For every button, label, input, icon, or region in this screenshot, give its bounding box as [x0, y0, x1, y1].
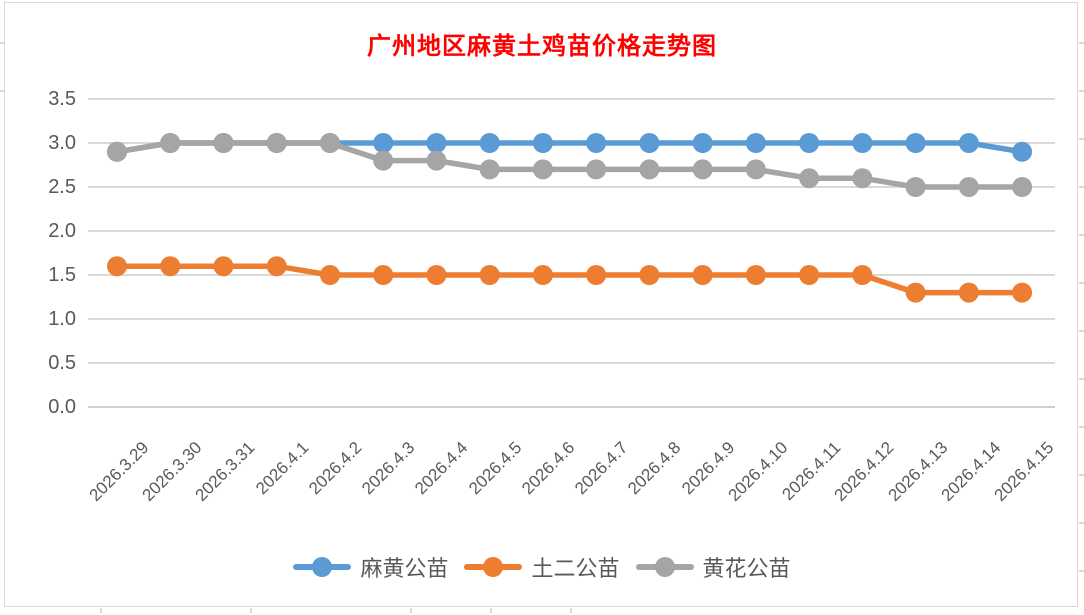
- y-axis-label: 1.5: [48, 264, 76, 286]
- data-point: [426, 265, 447, 285]
- data-point: [639, 133, 660, 153]
- sheet-cell-tick: [1079, 282, 1084, 284]
- sheet-cell-tick: [250, 608, 252, 613]
- data-point: [852, 168, 873, 189]
- data-point: [958, 133, 979, 153]
- data-point: [213, 133, 234, 153]
- data-point: [266, 133, 287, 153]
- sheet-cell-tick: [1079, 234, 1084, 236]
- data-point: [799, 265, 820, 285]
- data-point: [319, 265, 340, 285]
- sheet-cell-tick: [1079, 138, 1084, 140]
- legend-dot-icon: [312, 557, 333, 577]
- data-point: [532, 265, 553, 285]
- data-point: [426, 150, 447, 171]
- y-axis-label: 1.0: [48, 308, 76, 330]
- data-point: [319, 133, 340, 153]
- sheet-cell-tick: [100, 608, 102, 613]
- legend-dot-icon: [483, 557, 504, 577]
- sheet-cell-tick: [1079, 42, 1084, 44]
- legend-item-label: 土二公苗: [531, 557, 620, 582]
- data-point: [586, 159, 607, 180]
- legend-item-label: 黄花公苗: [702, 557, 791, 582]
- y-axis-label: 2.5: [48, 176, 76, 198]
- data-point: [373, 265, 394, 285]
- legend-item-0: 麻黄公苗: [293, 551, 448, 583]
- sheet-cell-tick: [1079, 570, 1084, 572]
- data-point: [692, 133, 713, 153]
- data-point: [852, 133, 873, 153]
- data-point: [958, 282, 979, 303]
- data-point: [532, 159, 553, 180]
- data-point: [745, 265, 766, 285]
- legend-item-1: 土二公苗: [464, 551, 620, 583]
- sheet-cell-tick: [1079, 330, 1084, 332]
- legend-item-label: 麻黄公苗: [360, 557, 449, 582]
- data-point: [479, 159, 500, 180]
- legend-marker-icon: [635, 556, 694, 578]
- data-point: [586, 265, 607, 285]
- sheet-cell-tick: [1079, 426, 1084, 428]
- chart-title: 广州地区麻黄土鸡苗价格走势图: [367, 31, 717, 60]
- y-axis-label: 3.0: [48, 132, 76, 154]
- sheet-cell-tick: [1079, 90, 1084, 92]
- data-point: [1012, 141, 1033, 162]
- data-point: [799, 133, 820, 153]
- data-point: [745, 159, 766, 180]
- sheet-cell-tick: [490, 608, 492, 613]
- data-point: [373, 133, 394, 153]
- y-axis-label: 0.5: [48, 352, 76, 374]
- y-axis-label: 3.5: [48, 88, 76, 110]
- data-point: [479, 133, 500, 153]
- data-point: [639, 265, 660, 285]
- y-axis-label: 2.0: [48, 220, 76, 242]
- data-point: [160, 133, 181, 153]
- data-point: [586, 133, 607, 153]
- series-line-2: [114, 140, 1025, 190]
- data-point: [426, 133, 447, 153]
- data-point: [532, 133, 553, 153]
- legend-dot-icon: [654, 557, 675, 577]
- data-point: [373, 150, 394, 171]
- sheet-cell-tick: [1079, 522, 1084, 524]
- sheet-cell-tick: [1079, 474, 1084, 476]
- data-point: [160, 256, 181, 277]
- legend-marker-icon: [464, 556, 523, 578]
- sheet-cell-tick: [410, 608, 412, 613]
- data-point: [213, 256, 234, 277]
- data-point: [745, 133, 766, 153]
- data-point: [107, 256, 127, 277]
- sheet-cell-tick: [0, 42, 4, 44]
- data-point: [1012, 177, 1033, 197]
- sheet-cell-tick: [1079, 186, 1084, 188]
- data-point: [639, 159, 660, 180]
- legend-item-2: 黄花公苗: [635, 551, 791, 583]
- data-point: [905, 177, 926, 197]
- data-point: [107, 141, 127, 162]
- data-point: [905, 282, 926, 303]
- data-point: [958, 177, 979, 197]
- data-point: [852, 265, 873, 285]
- data-point: [799, 168, 820, 189]
- data-point: [1012, 282, 1033, 303]
- data-point: [905, 133, 926, 153]
- sheet-cell-tick: [1079, 378, 1084, 380]
- data-point: [266, 256, 287, 277]
- legend-marker-icon: [293, 556, 352, 578]
- data-point: [479, 265, 500, 285]
- y-axis-label: 0.0: [48, 396, 76, 418]
- series-line-1: [114, 263, 1025, 296]
- legend: 麻黄公苗 土二公苗 黄花公苗: [0, 551, 1084, 583]
- sheet-cell-tick: [570, 608, 572, 613]
- sheet-cell-tick: [0, 90, 4, 92]
- data-point: [692, 159, 713, 180]
- chart-frame: [4, 2, 1078, 607]
- data-point: [692, 265, 713, 285]
